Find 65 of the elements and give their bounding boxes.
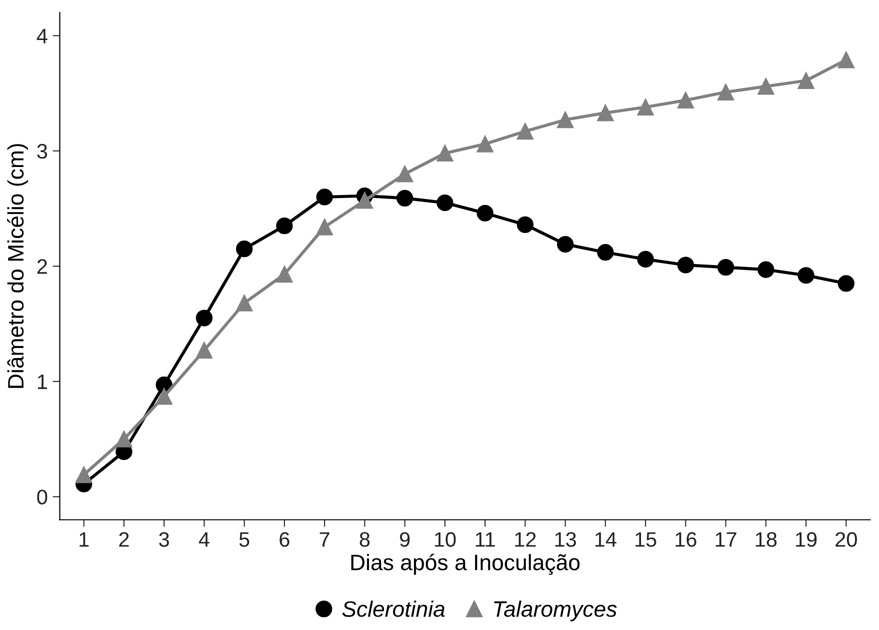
point (798, 267, 814, 284)
point (236, 294, 253, 312)
point (396, 190, 414, 207)
point (717, 258, 734, 276)
x-tick-label: 1 (80, 532, 89, 547)
point (436, 194, 454, 212)
point (838, 275, 854, 292)
point (196, 310, 213, 326)
point (436, 144, 454, 162)
x-tick-label: 7 (320, 532, 330, 547)
y-tick-label: 3 (37, 144, 48, 159)
point (798, 72, 814, 89)
point (717, 84, 734, 100)
x-tick-label: 15 (636, 532, 656, 547)
point (356, 192, 374, 209)
y-tick-label: 1 (38, 374, 47, 389)
point (516, 122, 534, 140)
x-tick-label: 6 (280, 532, 290, 547)
x-tick-label: 13 (555, 532, 576, 547)
x-tick-label: 18 (756, 532, 777, 547)
point (316, 188, 333, 206)
x-tick-label: 12 (515, 532, 536, 547)
legend-label: Talaromyces (494, 600, 617, 622)
x-tick-label: 2 (119, 532, 129, 547)
point (196, 342, 213, 359)
y-tick-label: 2 (37, 259, 47, 274)
x-tick-label: 9 (400, 532, 410, 547)
y-axis-title: Diâmetro do Micélio (cm) (7, 144, 28, 388)
x-tick-label: 5 (239, 532, 250, 547)
x-tick-label: 8 (360, 532, 370, 547)
point (597, 104, 614, 122)
point (677, 256, 694, 274)
x-tick-label: 4 (198, 532, 210, 547)
point (556, 236, 574, 253)
point (597, 244, 614, 261)
point (516, 216, 534, 234)
point (637, 98, 654, 116)
x-tick-label: 10 (434, 532, 456, 547)
x-tick-label: 16 (676, 532, 696, 547)
point (276, 266, 293, 283)
point (316, 218, 333, 236)
y-tick-label: 0 (37, 490, 48, 504)
x-tick-label: 20 (836, 532, 857, 547)
point (276, 218, 293, 234)
point (116, 430, 132, 448)
point (396, 166, 414, 182)
x-tick-label: 19 (796, 532, 817, 547)
x-tick-label: 11 (476, 532, 495, 547)
point (476, 136, 494, 152)
point (838, 52, 854, 68)
point (156, 388, 172, 405)
point (758, 78, 774, 95)
point (476, 204, 494, 222)
x-tick-label: 17 (716, 532, 736, 547)
legend-label: Sclerotinia (342, 600, 445, 617)
point (76, 466, 92, 484)
x-axis-title: Dias após a Inoculação (351, 554, 580, 575)
y-tick-label: 4 (36, 28, 48, 44)
x-tick-label: 3 (159, 532, 169, 547)
point (758, 261, 774, 278)
point (637, 250, 654, 268)
point (556, 111, 574, 128)
point (677, 92, 694, 109)
x-tick-label: 14 (595, 532, 616, 547)
point (236, 240, 253, 258)
